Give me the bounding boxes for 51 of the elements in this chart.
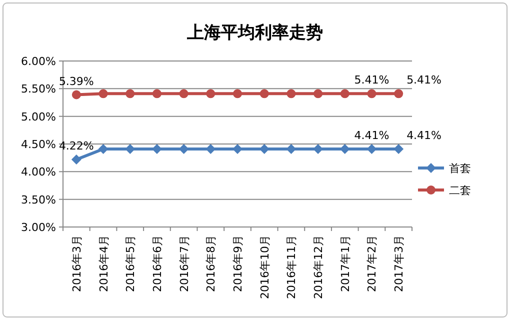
x-tick-label: 2017年1月 [338, 235, 352, 292]
point [286, 89, 296, 98]
point [394, 144, 404, 154]
legend-label: 首套 [449, 162, 471, 175]
data-label: 5.39% [58, 74, 94, 88]
point [340, 89, 350, 98]
x-tick-label: 2016年8月 [204, 235, 218, 292]
chart-title: 上海平均利率走势 [186, 23, 323, 43]
y-tick-label: 5.50% [21, 82, 56, 96]
point [314, 89, 323, 98]
point [260, 89, 269, 98]
point [394, 89, 404, 98]
point [286, 144, 296, 154]
point [178, 144, 189, 154]
point [152, 89, 162, 98]
point [98, 144, 108, 154]
data-label: 4.41% [354, 128, 390, 142]
x-tick-label: 2016年9月 [232, 235, 244, 292]
point [206, 144, 216, 154]
point [126, 89, 135, 98]
point [206, 89, 216, 98]
point [233, 89, 242, 98]
legend-label: 二套 [449, 184, 471, 197]
x-tick-label: 2017年3月 [392, 235, 406, 292]
point [232, 144, 242, 154]
data-label: 5.41% [354, 74, 390, 87]
y-tick-label: 4.50% [21, 138, 56, 151]
y-tick-label: 6.00% [21, 55, 56, 68]
point [366, 144, 377, 154]
point [71, 154, 82, 164]
y-tick-label: 3.00% [21, 221, 56, 234]
point [259, 144, 270, 154]
x-tick-label: 2016年11月 [285, 235, 298, 299]
x-tick-label: 2017年2月 [366, 235, 379, 292]
x-tick-label: 2016年3月 [70, 235, 84, 292]
x-tick-label: 2016年6月 [150, 235, 164, 292]
data-label: 4.41% [406, 128, 442, 142]
x-tick-label: 2016年4月 [97, 235, 110, 292]
x-tick-label: 2016年7月 [178, 235, 191, 292]
x-tick-label: 2016年12月 [312, 235, 326, 299]
data-label: 5.41% [406, 74, 442, 87]
point [72, 90, 81, 100]
y-tick-label: 5.00% [21, 110, 56, 124]
y-tick-label: 3.50% [21, 193, 56, 206]
point [367, 89, 376, 98]
x-tick-label: 2016年10月 [258, 235, 272, 299]
y-tick-label: 4.00% [21, 166, 56, 179]
point [98, 89, 108, 98]
x-tick-label: 2016年5月 [124, 235, 138, 292]
point [179, 89, 188, 98]
data-label: 4.22% [58, 139, 94, 152]
